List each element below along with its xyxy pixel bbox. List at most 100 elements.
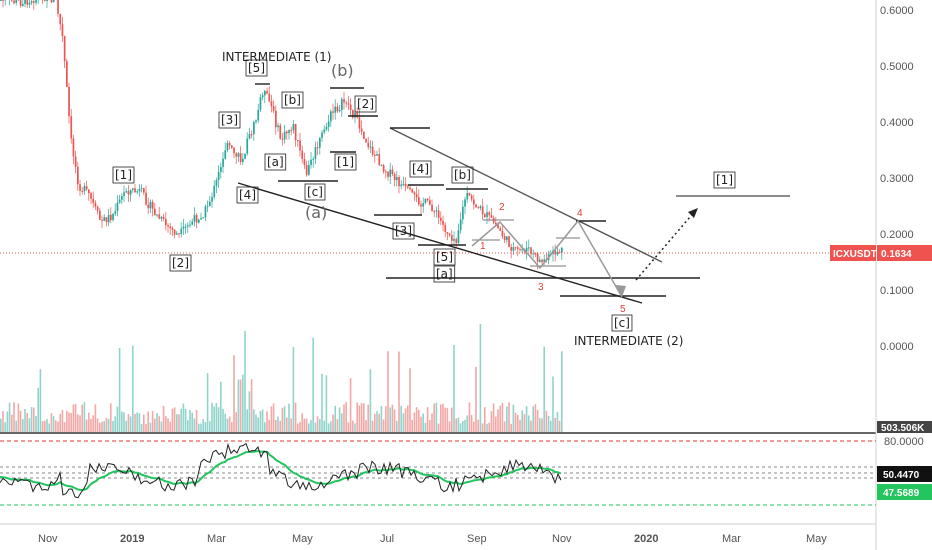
candle-body: [486, 212, 488, 218]
volume-bar: [200, 423, 202, 432]
candle-body: [316, 147, 319, 149]
volume-bar: [486, 423, 488, 432]
volume-bar: [497, 409, 499, 432]
volume-bar: [162, 406, 165, 432]
volume-bar: [523, 414, 526, 432]
volume-bar: [140, 423, 143, 432]
volume-bar: [349, 378, 352, 432]
volume-bar: [303, 418, 306, 432]
candle-body: [468, 192, 471, 196]
symbol-label: ICXUSDT: [833, 249, 877, 260]
volume-bar: [382, 419, 385, 432]
volume-bar: [440, 404, 442, 432]
candle-body: [558, 251, 561, 253]
candle-body: [475, 204, 477, 208]
candle-body: [409, 187, 411, 190]
candle-body: [321, 132, 323, 138]
upper-trendline[interactable]: [389, 127, 663, 263]
candle-body: [220, 167, 222, 172]
candle-body: [402, 183, 405, 185]
candle-body: [136, 191, 139, 193]
volume-bar: [525, 406, 528, 432]
candle-body: [228, 143, 231, 146]
volume-bar: [484, 407, 486, 432]
volume-bar: [26, 413, 28, 432]
candle-body: [506, 236, 508, 241]
volume-bar: [275, 419, 277, 432]
volume-bar: [17, 403, 20, 432]
volume-bar: [464, 419, 466, 432]
candle-body: [323, 129, 326, 133]
candle-body: [459, 219, 462, 231]
candle-body: [338, 110, 341, 112]
candle-body: [431, 204, 433, 212]
volume-bar: [116, 406, 119, 432]
wave-label-3-mid: [3]: [395, 224, 412, 238]
candle-body: [440, 217, 442, 221]
volume-bar: [380, 405, 383, 432]
volume-bar: [459, 423, 462, 432]
volume-bar: [204, 421, 207, 432]
volume-bar: [290, 418, 292, 432]
volume-bar: [143, 414, 145, 432]
volume-bar: [39, 369, 42, 432]
candle-body: [101, 219, 103, 221]
candle-body: [341, 99, 343, 111]
candle-body: [292, 124, 295, 131]
volume-bar: [325, 375, 328, 432]
candle-body: [145, 192, 147, 205]
projected-wave-path[interactable]: [471, 219, 623, 298]
drawing-tools[interactable]: [237, 83, 790, 304]
candle-body: [319, 137, 321, 148]
volume-bar: [99, 422, 101, 432]
time-tick: 2019: [120, 533, 144, 545]
volume-bar: [81, 404, 83, 432]
volume-bar: [103, 421, 105, 432]
volume-bar: [356, 402, 358, 432]
volume-bar: [391, 404, 394, 432]
price-axis[interactable]: 0.6000 0.5000 0.4000 0.3000 0.2000 0.100…: [880, 5, 924, 448]
volume-bar: [74, 403, 77, 432]
volume-bar: [479, 324, 482, 432]
candle-body: [213, 185, 216, 198]
candle-body: [204, 206, 207, 218]
volume-bar: [125, 420, 127, 432]
volume-bar: [468, 402, 471, 432]
candle-body: [556, 251, 559, 255]
volume-bar: [257, 417, 259, 432]
candle-body: [189, 224, 191, 226]
volume-bar: [281, 407, 284, 432]
volume-bar: [470, 414, 473, 432]
candle-body: [26, 0, 29, 5]
volume-bar: [250, 379, 253, 432]
candle-body: [466, 192, 469, 200]
candle-body: [162, 217, 165, 219]
rsi-line: [0, 442, 562, 499]
volume-bar: [134, 413, 136, 432]
price-tick: 0.1000: [880, 285, 914, 297]
wave-label-1-right: [1]: [716, 173, 733, 187]
candle-body: [50, 0, 53, 3]
wave-label-a-paren: (a): [305, 203, 327, 222]
rsi-value: 50.4470: [883, 470, 920, 481]
volume-bar: [92, 415, 94, 432]
volume-bar: [28, 418, 31, 432]
lower-trendline[interactable]: [237, 182, 643, 304]
volume-bar: [158, 416, 160, 432]
wave-label-5-mid: [5]: [436, 250, 453, 264]
volume-bar: [193, 418, 196, 432]
volume-bar: [217, 407, 220, 432]
candle-body: [154, 208, 156, 216]
projection-dotted-line[interactable]: [635, 209, 697, 281]
candle-body: [389, 169, 392, 177]
time-tick: May: [292, 533, 313, 545]
candle-body: [35, 0, 37, 3]
volume-bar: [118, 347, 121, 432]
time-axis[interactable]: Nov 2019 Mar May Jul Sep Nov 2020 Mar Ma…: [38, 533, 827, 545]
volume-bar: [462, 421, 464, 432]
price-tick: 0.4000: [880, 117, 914, 129]
sub-wave-5: 5: [620, 304, 626, 315]
volume-bar: [268, 419, 270, 432]
candle-body: [358, 117, 361, 129]
